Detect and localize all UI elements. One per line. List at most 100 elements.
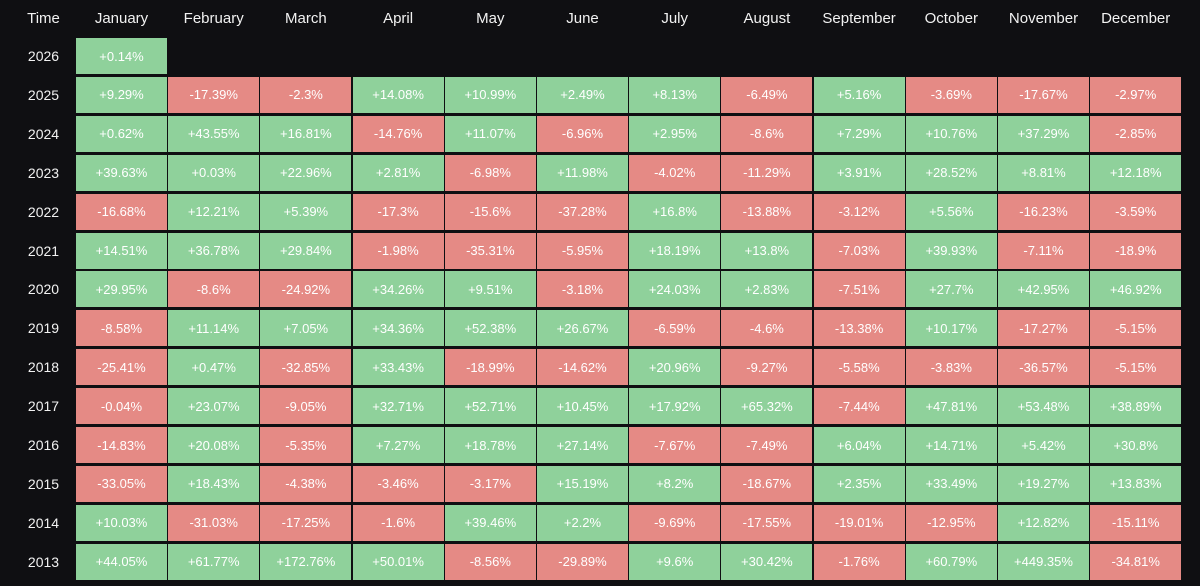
year-label: 2018: [27, 359, 60, 376]
return-cell: -3.83%: [905, 349, 997, 386]
header-month: April: [383, 9, 414, 27]
return-cell: -2.97%: [1090, 76, 1182, 113]
return-cell: +32.71%: [352, 388, 444, 425]
return-cell: +23.07%: [168, 388, 260, 425]
return-cell: -4.6%: [721, 310, 813, 347]
return-cell: -5.95%: [537, 232, 628, 269]
return-cell: -9.05%: [260, 388, 352, 425]
return-cell: +16.8%: [629, 193, 721, 230]
return-cell: -18.67%: [721, 465, 813, 502]
header-month: July: [661, 9, 689, 27]
year-label: 2024: [27, 125, 60, 142]
return-cell: +60.79%: [905, 543, 997, 580]
header-time: Time: [27, 9, 60, 27]
return-cell: -1.76%: [813, 543, 905, 580]
return-cell: -17.27%: [998, 310, 1089, 347]
return-cell: +39.93%: [905, 232, 997, 269]
return-cell: -7.44%: [813, 388, 905, 425]
return-cell: +13.83%: [1090, 465, 1182, 502]
return-cell: +61.77%: [168, 543, 260, 580]
return-cell: +8.13%: [629, 76, 721, 113]
return-cell: -0.04%: [76, 388, 167, 425]
header-month: August: [743, 9, 791, 27]
return-cell: -4.02%: [629, 154, 721, 191]
return-cell: -7.11%: [998, 232, 1089, 269]
header-month: September: [822, 9, 896, 27]
return-cell: +34.26%: [352, 271, 444, 308]
return-cell: +0.03%: [168, 154, 260, 191]
return-cell: -29.89%: [537, 543, 628, 580]
header-month: March: [285, 9, 327, 27]
return-cell: +12.18%: [1090, 154, 1182, 191]
return-cell: -7.67%: [629, 427, 721, 463]
return-cell: +12.21%: [168, 193, 260, 230]
return-cell: +2.35%: [813, 465, 905, 502]
return-cell: +2.49%: [537, 76, 628, 113]
return-cell: +3.91%: [813, 154, 905, 191]
return-cell: +172.76%: [260, 543, 352, 580]
return-cell: -5.58%: [813, 349, 905, 386]
return-cell: -11.29%: [721, 154, 813, 191]
return-cell: -7.49%: [721, 427, 813, 463]
return-cell: +6.04%: [813, 427, 905, 463]
return-cell: +18.19%: [629, 232, 721, 269]
return-cell: -13.38%: [813, 310, 905, 347]
return-cell: -8.58%: [76, 310, 167, 347]
return-cell: +39.63%: [76, 154, 167, 191]
return-cell: +7.27%: [352, 427, 444, 463]
return-cell: +10.45%: [537, 388, 628, 425]
return-cell: +30.42%: [721, 543, 813, 580]
return-cell: +8.81%: [998, 154, 1089, 191]
return-cell: +46.92%: [1090, 271, 1182, 308]
return-cell: +10.03%: [76, 504, 167, 541]
return-cell: -17.25%: [260, 504, 352, 541]
year-label: 2019: [27, 320, 60, 337]
year-label: 2020: [27, 281, 60, 298]
header-month: November: [1008, 9, 1079, 27]
return-cell: +52.71%: [444, 388, 536, 425]
return-cell: +33.43%: [352, 349, 444, 386]
return-cell: -2.3%: [260, 76, 352, 113]
return-cell: +11.07%: [444, 115, 536, 152]
return-cell: +29.84%: [260, 232, 352, 269]
return-cell: +30.8%: [1090, 427, 1182, 463]
return-cell: +27.14%: [537, 427, 628, 463]
return-cell: +2.2%: [537, 504, 628, 541]
return-cell: -36.57%: [998, 349, 1089, 386]
year-label: 2025: [27, 86, 60, 103]
return-cell: +17.92%: [629, 388, 721, 425]
return-cell: +18.43%: [168, 465, 260, 502]
return-cell: -12.95%: [905, 504, 997, 541]
year-label: 2015: [27, 475, 60, 492]
return-cell: +39.46%: [444, 504, 536, 541]
return-cell: +8.2%: [629, 465, 721, 502]
return-cell: +2.95%: [629, 115, 721, 152]
return-cell: +14.51%: [76, 232, 167, 269]
year-label: 2026: [27, 48, 60, 64]
return-cell: +10.99%: [444, 76, 536, 113]
return-cell: -17.3%: [352, 193, 444, 230]
return-cell: -19.01%: [813, 504, 905, 541]
return-cell: -25.41%: [76, 349, 167, 386]
year-label: 2013: [27, 553, 60, 570]
return-cell: -6.96%: [537, 115, 628, 152]
return-cell: +20.96%: [629, 349, 721, 386]
return-cell: -9.27%: [721, 349, 813, 386]
return-cell: +9.6%: [629, 543, 721, 580]
return-cell: +5.39%: [260, 193, 352, 230]
return-cell: -18.9%: [1090, 232, 1182, 269]
return-cell: +50.01%: [352, 543, 444, 580]
return-cell: +53.48%: [998, 388, 1089, 425]
return-cell: -3.18%: [537, 271, 628, 308]
return-cell: +65.32%: [721, 388, 813, 425]
return-cell: +36.78%: [168, 232, 260, 269]
year-label: 2023: [27, 164, 60, 181]
return-cell: -5.15%: [1090, 310, 1182, 347]
return-cell: -7.51%: [813, 271, 905, 308]
header-month: February: [183, 9, 244, 27]
return-cell: +29.95%: [76, 271, 167, 308]
return-cell: +12.82%: [998, 504, 1089, 541]
header-month: October: [924, 9, 978, 27]
return-cell: +14.08%: [352, 76, 444, 113]
